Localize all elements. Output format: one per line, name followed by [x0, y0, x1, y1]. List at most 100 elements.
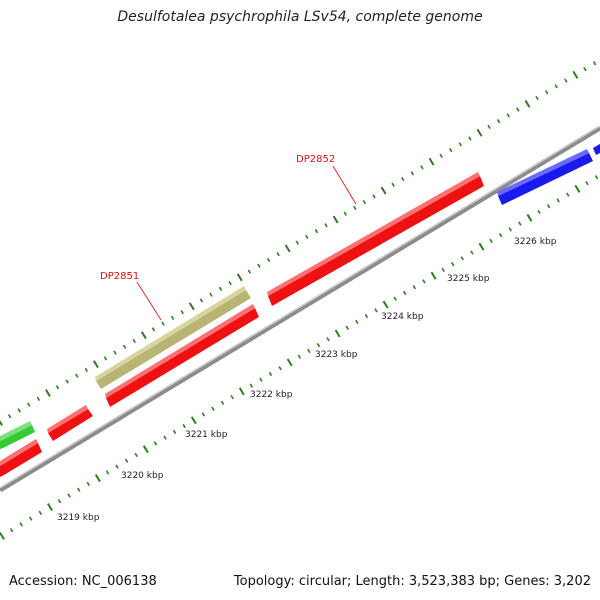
- tick-upper-34: [324, 223, 328, 228]
- tick-upper-44: [420, 165, 424, 170]
- kbp-label-3220: 3220 kbp: [121, 471, 164, 481]
- tick-upper-7: [65, 379, 69, 384]
- tick-lower-22: [211, 406, 215, 411]
- gene-red-2: [47, 405, 93, 441]
- tick-upper-23: [218, 286, 223, 292]
- tick-lower-14: [134, 452, 138, 458]
- tick-upper-62: [592, 61, 597, 66]
- gene-label-dp2851: DP2851: [100, 271, 139, 282]
- tick-upper-42: [401, 176, 405, 182]
- tick-lower-5: [47, 503, 53, 512]
- tick-lower-6: [57, 499, 62, 504]
- tick-lower-9: [86, 481, 90, 487]
- tick-lower-44: [422, 279, 426, 284]
- tick-lower-42: [403, 290, 407, 296]
- tick-upper-41: [391, 182, 395, 187]
- tick-upper-3: [27, 402, 31, 407]
- tick-upper-58: [554, 84, 558, 89]
- tick-upper-29: [276, 252, 280, 257]
- tick-lower-40: [382, 300, 389, 309]
- tick-upper-6: [55, 385, 60, 390]
- tick-upper-35: [332, 215, 339, 224]
- tick-upper-22: [209, 292, 213, 297]
- tick-upper-50: [476, 128, 483, 137]
- tick-upper-48: [458, 142, 462, 147]
- tick-upper-1: [7, 414, 12, 419]
- tick-upper-51: [487, 124, 491, 130]
- tick-lower-3: [29, 516, 33, 521]
- tick-upper-53: [506, 113, 510, 118]
- tick-upper-59: [564, 78, 568, 83]
- tick-upper-33: [314, 228, 319, 234]
- tick-lower-59: [566, 192, 570, 197]
- gene-red-1: [0, 439, 42, 477]
- tick-lower-49: [470, 250, 474, 255]
- tick-upper-37: [353, 205, 357, 211]
- tick-upper-61: [583, 66, 587, 72]
- tick-lower-10: [94, 474, 101, 483]
- tick-upper-39: [372, 194, 376, 199]
- tick-upper-18: [170, 315, 175, 320]
- genome-backbone: [0, 125, 600, 493]
- tick-upper-12: [113, 350, 117, 355]
- tick-lower-62: [594, 175, 599, 180]
- tick-lower-41: [393, 296, 397, 301]
- tick-lower-20: [190, 416, 197, 425]
- tick-lower-29: [278, 366, 282, 371]
- tick-lower-0: [0, 532, 5, 540]
- gene-green: [0, 421, 35, 449]
- tick-upper-60: [572, 70, 579, 79]
- tick-lower-33: [316, 342, 321, 348]
- tick-lower-47: [451, 261, 455, 267]
- tick-lower-34: [326, 337, 330, 342]
- kbp-label-3221: 3221 kbp: [185, 430, 228, 440]
- tick-upper-55: [524, 99, 531, 108]
- tick-upper-9: [84, 367, 88, 373]
- tick-lower-27: [259, 377, 263, 382]
- tick-upper-31: [295, 240, 299, 245]
- tick-lower-38: [364, 314, 369, 319]
- tick-lower-17: [163, 435, 167, 440]
- tick-upper-46: [439, 153, 443, 159]
- tick-lower-21: [201, 412, 206, 417]
- tick-lower-11: [105, 470, 110, 475]
- genome-summary-text: Topology: circular; Length: 3,523,383 bp…: [233, 574, 591, 589]
- tick-lower-50: [478, 242, 485, 251]
- tick-upper-13: [122, 344, 127, 349]
- tick-lower-12: [115, 464, 119, 469]
- tick-lower-18: [172, 429, 177, 434]
- tick-upper-21: [199, 298, 204, 303]
- kbp-label-3224: 3224 kbp: [381, 312, 424, 322]
- tick-upper-2: [17, 408, 21, 413]
- tick-lower-46: [441, 267, 445, 273]
- tick-lower-31: [297, 354, 301, 359]
- tick-upper-52: [496, 118, 501, 124]
- tick-lower-43: [412, 285, 417, 290]
- tick-upper-4: [36, 396, 41, 402]
- tick-lower-8: [77, 487, 81, 492]
- tick-upper-27: [257, 263, 261, 268]
- tick-upper-11: [103, 356, 108, 361]
- tick-upper-28: [266, 257, 271, 263]
- tick-upper-24: [228, 280, 232, 286]
- gene-blue-1: [497, 149, 593, 205]
- tick-lower-26: [249, 383, 254, 388]
- gene-khaki-dp2851: [95, 286, 251, 389]
- tick-lower-55: [526, 213, 533, 222]
- tick-upper-17: [161, 321, 165, 326]
- tick-lower-24: [230, 394, 234, 400]
- tick-upper-15: [140, 331, 147, 340]
- tick-lower-56: [537, 209, 541, 215]
- tick-lower-15: [142, 445, 149, 454]
- kbp-label-3225: 3225 kbp: [447, 274, 490, 284]
- tick-upper-14: [132, 338, 136, 344]
- tick-lower-2: [19, 522, 23, 527]
- tick-upper-19: [180, 309, 184, 315]
- kbp-label-3222: 3222 kbp: [250, 390, 293, 400]
- tick-lower-51: [489, 238, 493, 244]
- tick-upper-49: [468, 136, 472, 141]
- tick-upper-56: [535, 95, 539, 101]
- tick-lower-32: [307, 348, 311, 354]
- kbp-label-3219: 3219 kbp: [57, 513, 100, 523]
